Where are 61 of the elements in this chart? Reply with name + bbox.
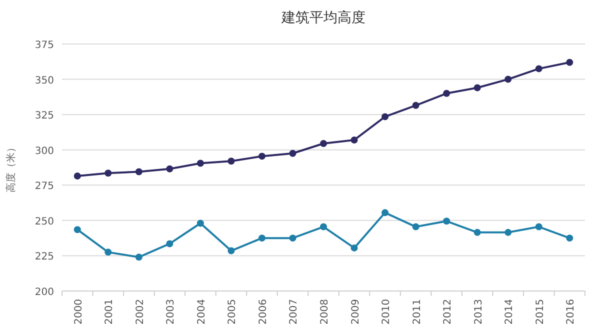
point — [474, 84, 481, 92]
x-tick-label: 2009 — [350, 299, 362, 324]
point — [74, 172, 81, 180]
point — [228, 158, 235, 165]
x-tick-label: 2006 — [258, 299, 269, 324]
x-tick-label: 2015 — [534, 299, 546, 324]
x-tick-label: 2002 — [134, 299, 146, 324]
point — [412, 102, 420, 109]
point — [443, 90, 450, 97]
x-tick-label: 2010 — [381, 299, 392, 324]
y-tick-label: 300 — [34, 146, 54, 157]
y-axis-title: 高度（米） — [5, 142, 17, 192]
x-tick-label: 2000 — [73, 299, 84, 324]
point — [535, 223, 542, 230]
y-tick-label: 225 — [34, 252, 54, 263]
x-tick-label: 2007 — [288, 299, 300, 324]
point — [74, 226, 81, 234]
point — [350, 244, 358, 252]
point — [412, 223, 420, 230]
x-tick-label: 2003 — [166, 299, 177, 324]
point — [504, 228, 512, 236]
point — [228, 247, 235, 254]
y-tick-label: 325 — [34, 110, 54, 122]
point — [320, 223, 327, 230]
x-tick-label: 2008 — [320, 299, 330, 324]
x-tick-label: 2014 — [504, 299, 516, 324]
point — [474, 228, 481, 236]
point — [196, 220, 204, 227]
point — [196, 160, 204, 167]
point — [104, 170, 112, 177]
x-tick-label: 2001 — [104, 299, 116, 324]
x-tick-label: 2013 — [473, 299, 484, 324]
point — [135, 168, 142, 176]
point — [104, 248, 112, 256]
point — [320, 140, 327, 148]
point — [382, 113, 389, 120]
point — [258, 152, 266, 160]
point — [443, 218, 450, 225]
point — [566, 58, 574, 66]
y-tick-label: 350 — [34, 75, 54, 86]
point — [258, 234, 266, 242]
point — [350, 136, 358, 144]
point — [289, 234, 296, 242]
point — [535, 65, 542, 72]
point — [566, 234, 574, 242]
x-tick-label: 2012 — [442, 299, 454, 324]
y-tick-label: 200 — [34, 287, 54, 298]
point — [289, 150, 296, 157]
y-tick-label: 275 — [34, 181, 54, 192]
point — [135, 254, 142, 261]
x-tick-label: 2011 — [412, 299, 423, 324]
point — [166, 165, 174, 172]
x-tick-label: 2004 — [196, 299, 208, 324]
x-tick-label: 2005 — [227, 299, 238, 324]
y-tick-label: 250 — [34, 216, 54, 228]
x-tick-label: 2016 — [566, 299, 577, 324]
chart-title: 建筑平均高度 — [280, 10, 366, 26]
y-tick-label: 375 — [34, 40, 54, 51]
point — [166, 240, 174, 248]
point — [504, 76, 512, 83]
point — [382, 209, 389, 216]
